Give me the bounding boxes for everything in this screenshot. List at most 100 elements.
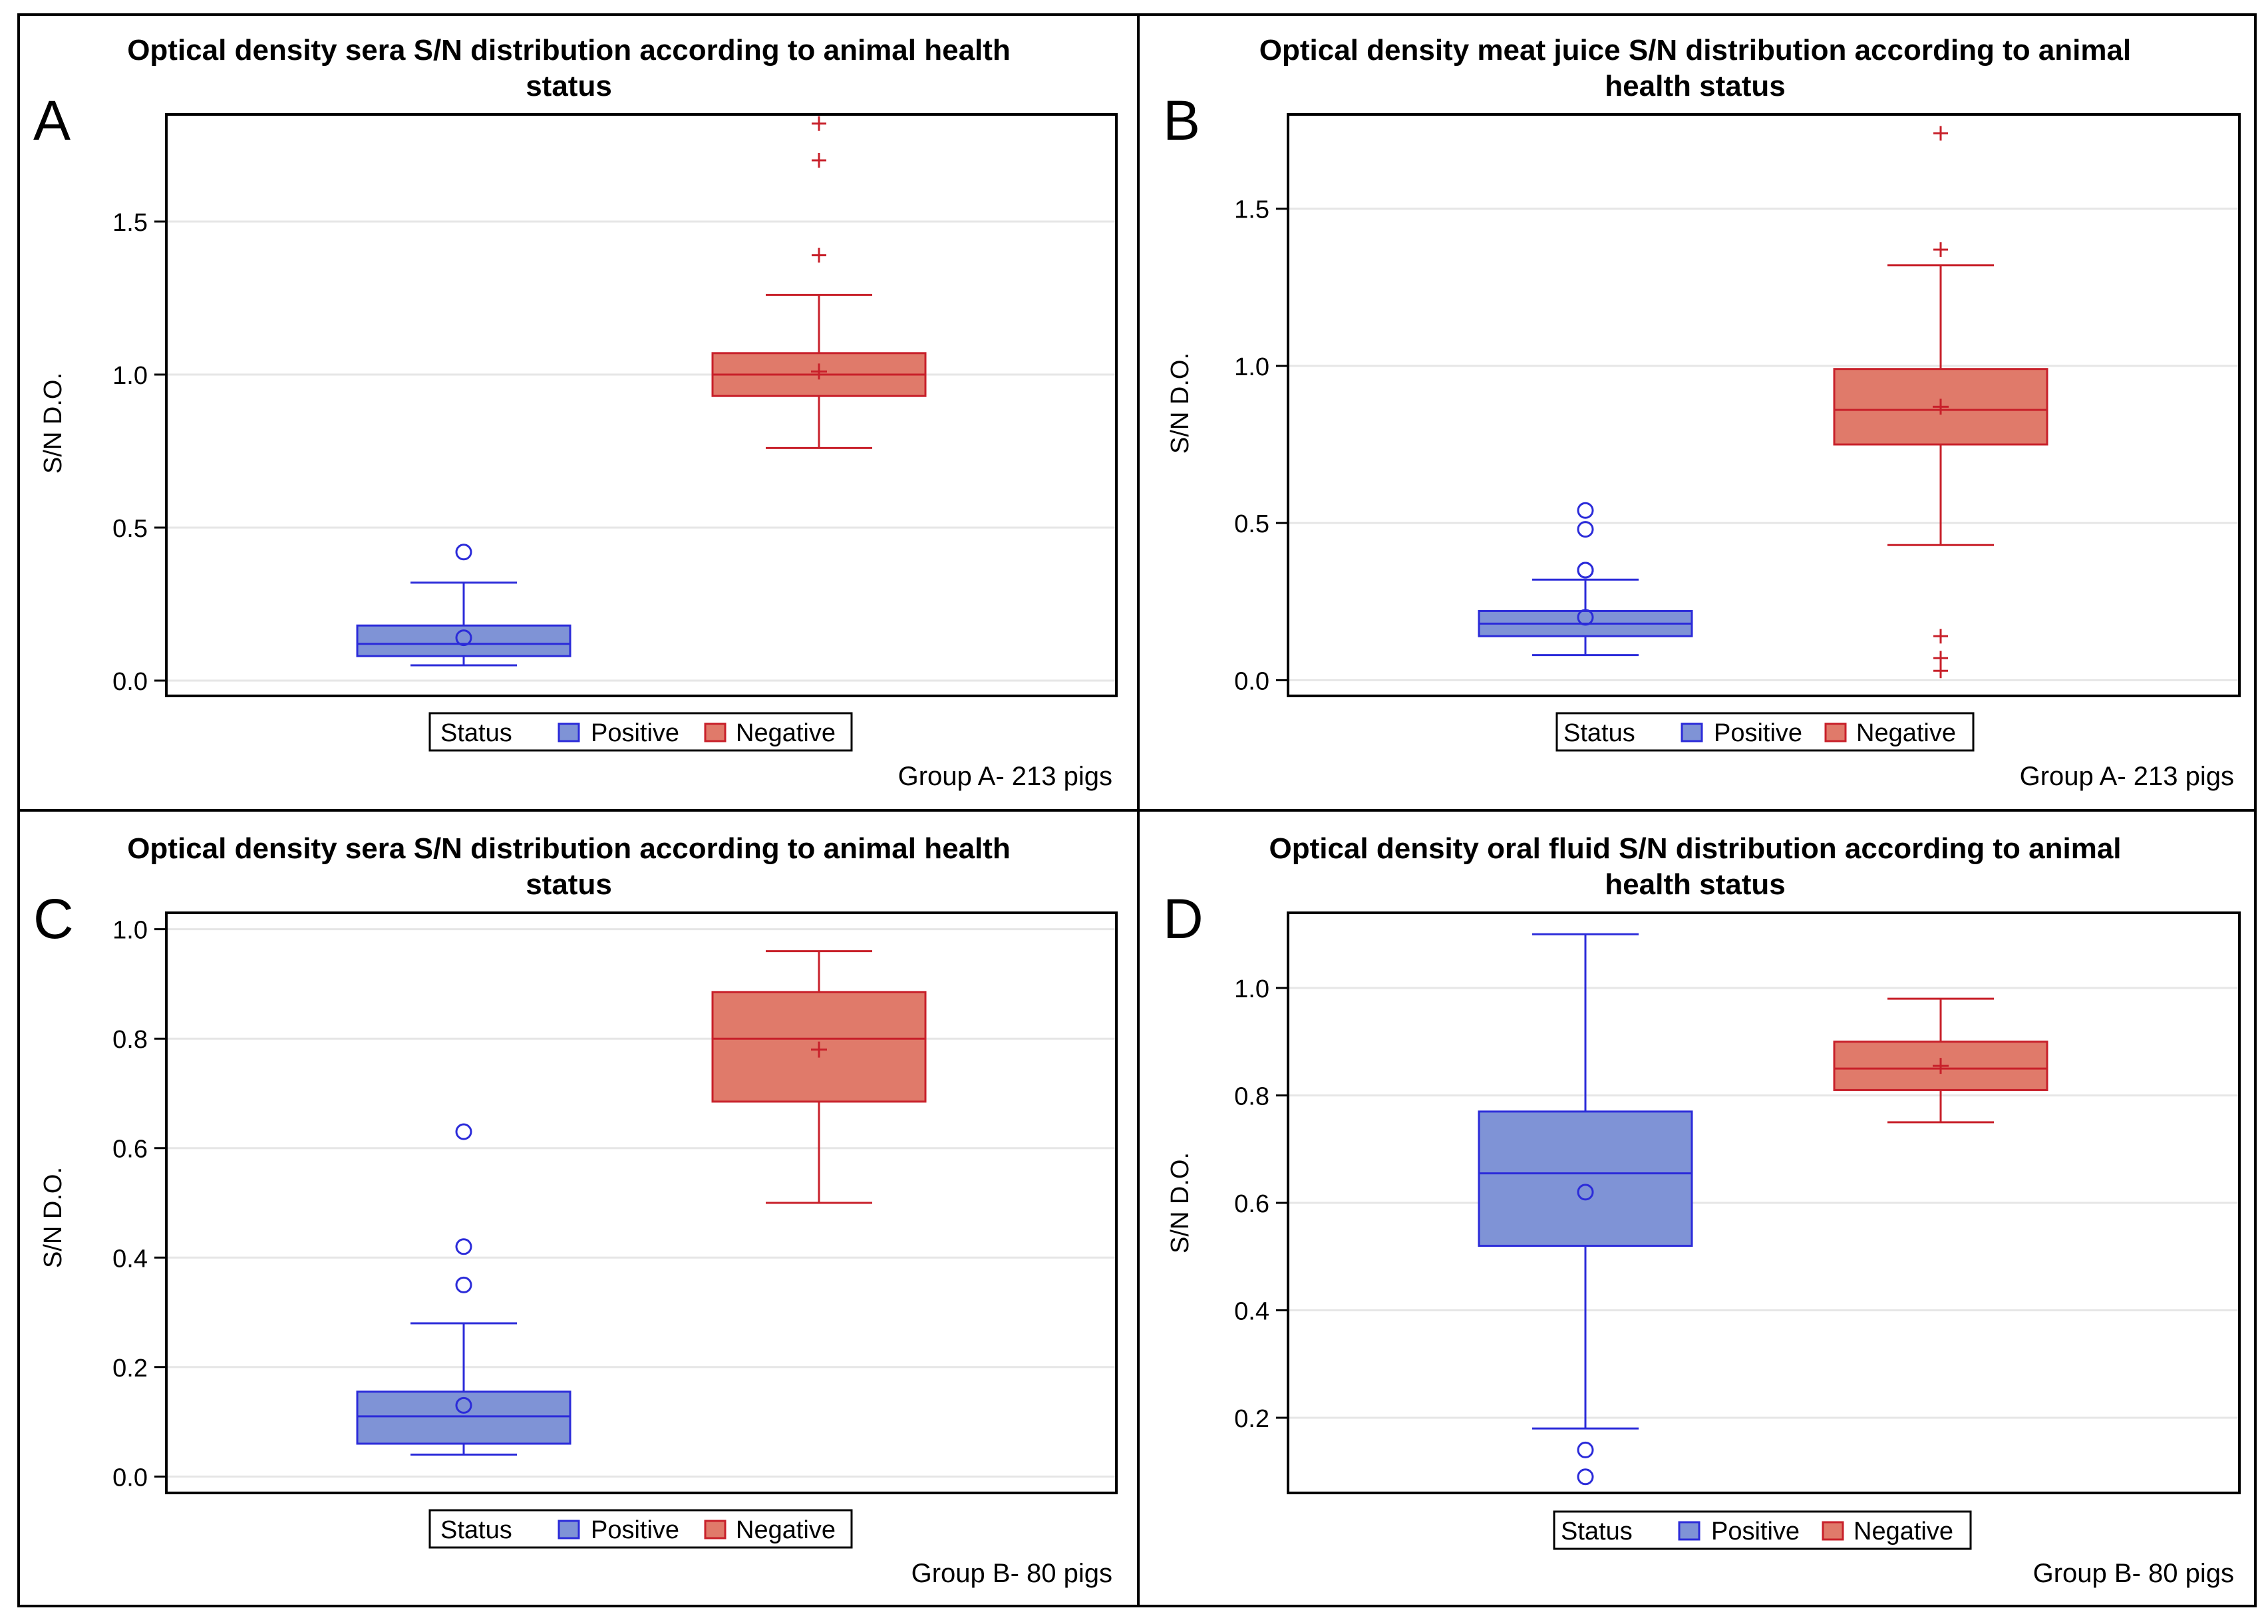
panel-a-legend-positive-swatch [558,723,580,742]
panel-c-ytick-label: 1.0 [112,917,148,945]
panel-c-ytick-label: 0.2 [112,1355,148,1382]
panel-a-positive-mean-marker [455,629,472,647]
panel-c-legend-negative-label: Negative [736,1516,836,1544]
panel-d-ytick-label: 0.2 [1234,1405,1269,1433]
panel-b-negative-outlier [1933,663,1948,679]
panel-c-title-line-1: Optical density sera S/N distribution ac… [127,832,1011,865]
panel-a-ytick-label: 1.5 [112,209,148,237]
panel-a-ylabel: S/N D.O. [39,373,67,474]
panel-d-ytick-label: 1.0 [1234,975,1269,1003]
panel-d-letter: D [1163,888,1204,950]
panel-c-legend: Status Positive Negative [428,1509,853,1549]
panel-d-footnote: Group B- 80 pigs [2033,1559,2234,1588]
panel-a-legend-positive-label: Positive [591,719,679,747]
panel-c-positive-outlier [455,1276,472,1293]
panel-c-title-line-2: status [526,868,612,901]
panel-a-plot: 0.0 0.5 1.0 1.5 [112,113,1118,697]
panel-b-legend-positive-swatch [1681,723,1703,742]
panel-a-negative-outlier [812,247,826,263]
panel-d-legend: Status Positive Negative [1553,1510,1972,1550]
panel-b-plot: 0.0 0.5 1.0 1.5 [1234,113,2241,697]
panel-d-ylabel: S/N D.O. [1166,1152,1194,1253]
panel-b-footnote: Group A- 213 pigs [2020,762,2234,791]
panel-d-legend-negative-label: Negative [1854,1518,1953,1545]
panel-b-legend-negative-swatch [1824,723,1847,742]
panel-c-ytick-label: 0.0 [112,1464,148,1492]
panel-a-positive-outlier [455,544,472,561]
panel-d-positive-mean-marker [1577,1184,1594,1201]
panel-d-legend-frame [1553,1510,1972,1550]
panel-b-positive-mean-marker [1577,609,1594,626]
panel-c-ytick-label: 0.4 [112,1245,148,1273]
panel-b-legend-title: Status [1563,719,1635,747]
panel-d-ytick-label: 0.6 [1234,1190,1269,1218]
panel-a-legend-title: Status [440,719,512,747]
panel-a-plot-frame [165,113,1118,697]
panel-b-title-line-1: Optical density meat juice S/N distribut… [1259,34,2131,67]
panel-b-ytick-label: 1.5 [1234,196,1269,224]
panel-a-letter: A [33,89,71,152]
panel-b: Optical density meat juice S/N distribut… [1163,34,2241,791]
panel-c-positive-outlier [455,1123,472,1140]
panel-d-positive-outlier [1577,1441,1594,1458]
panel-c-letter: C [33,888,74,950]
panel-c-legend-frame [428,1509,853,1549]
panel-d-plot: 0.2 0.4 0.6 0.8 1.0 [1234,911,2241,1494]
panel-c-positive-box [356,1390,571,1445]
panel-b-negative-outlier [1933,242,1948,257]
panel-a-ytick-label: 0.0 [112,668,148,696]
panel-b-positive-outlier [1577,562,1594,579]
panel-c: Optical density sera S/N distribution ac… [33,832,1118,1588]
panel-d-ytick-label: 0.8 [1234,1083,1269,1111]
panel-d-legend-negative-swatch [1822,1521,1844,1541]
panel-b-negative-outlier [1933,629,1948,644]
panel-b-positive-outlier [1577,521,1594,538]
panel-a-ytick-label: 1.0 [112,362,148,390]
panel-c-plot: 0.0 0.2 0.4 0.6 0.8 1.0 [112,911,1118,1494]
panel-c-legend-title: Status [440,1516,512,1544]
panel-b-negative-mean-marker [1933,399,1949,415]
panel-d-title-line-2: health status [1605,868,1785,901]
panel-d-legend-title: Status [1561,1518,1633,1545]
panel-c-positive-outlier [455,1238,472,1255]
panel-d-ytick-label: 0.4 [1234,1297,1269,1325]
panel-a-footnote: Group A- 213 pigs [898,762,1112,791]
panel-c-legend-positive-label: Positive [591,1516,679,1544]
panel-b-negative-outlier [1933,126,1948,141]
panel-d: Optical density oral fluid S/N distribut… [1163,832,2241,1588]
panel-a-legend-negative-swatch [704,723,727,742]
panel-b-legend-positive-label: Positive [1714,719,1802,747]
panel-c-ytick-label: 0.6 [112,1136,148,1164]
panel-b-title-line-2: health status [1605,70,1785,102]
panel-b-legend-negative-label: Negative [1856,719,1956,747]
panel-b-plot-frame [1287,113,2241,697]
panel-d-positive-box [1478,1110,1693,1247]
panel-b-legend-frame [1555,712,1975,752]
panel-a-negative-mean-marker [811,363,827,380]
panel-a: Optical density sera S/N distribution ac… [33,34,1118,791]
panel-a-title-line-2: status [526,70,612,102]
panel-c-ylabel: S/N D.O. [39,1167,67,1268]
panel-d-plot-frame [1287,911,2241,1494]
panel-c-positive-mean-marker [455,1396,472,1414]
panel-b-ylabel: S/N D.O. [1166,353,1194,454]
panel-d-legend-positive-label: Positive [1711,1518,1800,1545]
panel-a-legend-frame [428,712,853,752]
panel-a-title-line-1: Optical density sera S/N distribution ac… [127,34,1011,67]
panel-b-letter: B [1163,89,1200,152]
panel-d-title-line-1: Optical density oral fluid S/N distribut… [1269,832,2121,865]
panel-b-negative-outlier [1933,651,1948,666]
panel-a-negative-outlier [812,116,826,131]
panel-a-legend: Status Positive Negative [428,712,853,752]
panel-c-plot-frame [165,911,1118,1494]
panel-b-legend: Status Positive Negative [1555,712,1975,752]
panel-b-ytick-label: 0.0 [1234,667,1269,695]
panel-b-ytick-label: 1.0 [1234,353,1269,381]
panel-d-legend-positive-swatch [1678,1521,1701,1541]
panel-a-legend-negative-label: Negative [736,719,836,747]
panel-a-ytick-label: 0.5 [112,515,148,543]
panel-c-legend-negative-swatch [704,1520,727,1540]
panel-c-legend-positive-swatch [558,1520,580,1540]
